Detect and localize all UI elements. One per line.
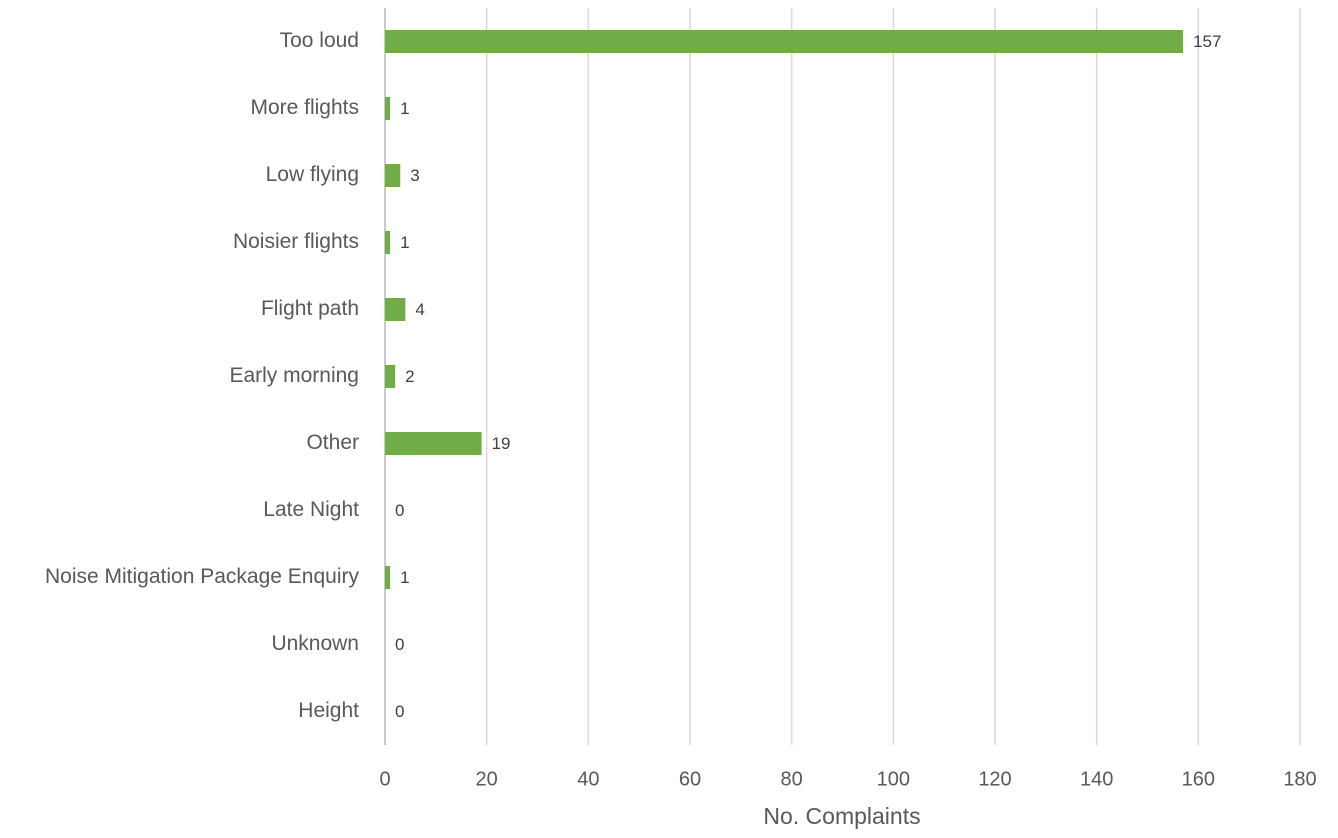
x-tick-label: 60 <box>679 768 701 790</box>
value-label: 157 <box>1193 32 1221 51</box>
bar <box>385 30 1184 53</box>
y-tick-label: More flights <box>250 96 359 119</box>
x-tick-label: 140 <box>1080 768 1113 790</box>
x-tick-label: 100 <box>877 768 910 790</box>
y-tick-label: Flight path <box>261 297 359 320</box>
y-tick-label: Other <box>306 431 359 454</box>
value-label: 1 <box>400 233 409 252</box>
value-label: 2 <box>405 367 414 386</box>
y-tick-label: Noisier flights <box>233 230 359 253</box>
x-tick-label: 160 <box>1182 768 1215 790</box>
bar <box>385 97 391 120</box>
bar <box>385 365 396 388</box>
x-tick-label: 0 <box>379 768 390 790</box>
bar <box>385 231 391 254</box>
bar <box>385 164 401 187</box>
y-tick-label: Unknown <box>271 632 359 655</box>
bar <box>385 298 406 321</box>
y-tick-label: Early morning <box>229 364 359 387</box>
x-tick-label: 40 <box>577 768 599 790</box>
value-label: 3 <box>410 166 419 185</box>
y-tick-label: Low flying <box>266 163 359 186</box>
y-tick-label: Height <box>298 699 359 722</box>
bar <box>385 432 482 455</box>
x-tick-label: 80 <box>781 768 803 790</box>
x-tick-label: 120 <box>978 768 1011 790</box>
y-tick-label: Too loud <box>280 29 359 52</box>
value-label: 4 <box>415 300 424 319</box>
y-tick-label: Noise Mitigation Package Enquiry <box>45 565 359 588</box>
x-axis-title: No. Complaints <box>763 803 920 829</box>
x-tick-label: 180 <box>1283 768 1316 790</box>
bar <box>385 566 391 589</box>
value-label: 0 <box>395 501 404 520</box>
value-label: 1 <box>400 99 409 118</box>
x-tick-label: 20 <box>476 768 498 790</box>
value-label: 1 <box>400 568 409 587</box>
value-label: 0 <box>395 635 404 654</box>
y-tick-label: Late Night <box>263 498 359 521</box>
value-label: 19 <box>492 434 511 453</box>
value-label: 0 <box>395 702 404 721</box>
